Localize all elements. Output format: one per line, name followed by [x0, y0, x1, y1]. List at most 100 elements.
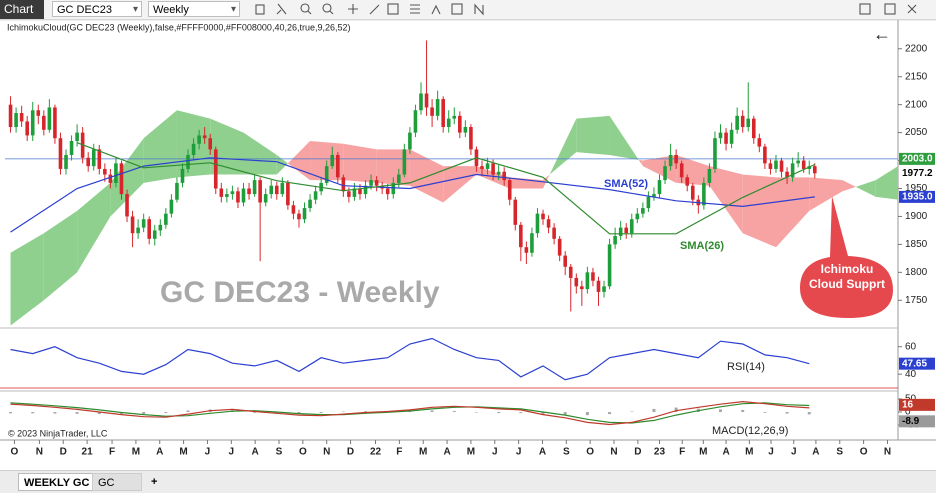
x-tick-label: A [812, 447, 819, 458]
candle-body [480, 166, 484, 169]
x-tick-label: M [745, 447, 753, 458]
candle-body [513, 199, 518, 225]
macd-histogram-bar [319, 412, 323, 414]
candle-body [136, 227, 140, 234]
icon-zoom-out[interactable] [322, 3, 332, 13]
candle-body [141, 219, 146, 228]
chart-tab[interactable]: Chart [0, 0, 44, 19]
y-tick-label: 1800 [905, 267, 928, 278]
series-label: SMA(26) [680, 240, 724, 252]
x-tick-label: D [634, 447, 641, 458]
candle-body [580, 286, 584, 290]
cloud-segment [842, 180, 856, 192]
candle-body [103, 168, 107, 175]
icon-bars[interactable] [255, 4, 265, 15]
icon-window[interactable] [387, 3, 399, 15]
cloud-segment [855, 180, 876, 197]
macd-line [10, 400, 810, 426]
x-tick-label: J [205, 447, 211, 458]
candle-body [53, 107, 57, 139]
cloud-segment [549, 118, 577, 175]
x-tick-label: N [884, 447, 891, 458]
candle-body [330, 154, 335, 167]
candle-body [469, 127, 473, 150]
candle-body [663, 166, 667, 181]
candle-body [430, 107, 434, 116]
candle-body [674, 154, 678, 164]
instrument-select[interactable]: GC DEC23 [52, 1, 142, 18]
icon-list[interactable] [410, 4, 420, 14]
candle-body [657, 180, 662, 195]
candle-body [774, 160, 778, 169]
cloud-segment [676, 154, 710, 186]
candle-body [763, 146, 767, 164]
cloud-segment [642, 154, 677, 183]
candle-body [441, 99, 445, 128]
candle-body [408, 132, 412, 150]
icon-minimize[interactable] [859, 3, 871, 15]
interval-select[interactable]: Weekly [148, 1, 240, 18]
candle-body [152, 230, 157, 239]
candle-body [530, 233, 534, 253]
icon-close[interactable] [907, 4, 917, 14]
candle-body [607, 244, 612, 287]
x-tick-label: A [443, 447, 450, 458]
icon-line[interactable] [369, 4, 380, 15]
candle-body [652, 194, 656, 197]
candle-body [718, 132, 723, 139]
candle-body [213, 149, 218, 189]
value-label-bg [899, 152, 935, 165]
candle-body [374, 180, 379, 186]
tab[interactable]: GC [92, 473, 142, 491]
icon-maximize[interactable] [884, 3, 896, 15]
cloud-segment [576, 115, 610, 155]
candle-body [308, 199, 312, 209]
candle-body [724, 132, 728, 144]
candle-body [75, 132, 79, 141]
cloud-segment [376, 149, 410, 186]
candle-body [219, 188, 224, 197]
candle-body [247, 188, 251, 195]
x-tick-label: J [229, 447, 235, 458]
icon-fib[interactable] [431, 4, 441, 15]
candle-body [546, 219, 551, 228]
scroll-arrow[interactable]: ← [873, 24, 891, 44]
candle-body [369, 180, 373, 186]
icon-crosshair[interactable] [348, 4, 358, 14]
candle-body [47, 107, 52, 130]
add-tab[interactable]: + [151, 476, 158, 488]
y-tick-label: 1900 [905, 211, 928, 222]
icon-zoom-in[interactable] [300, 3, 310, 13]
candle-body [463, 127, 468, 133]
indicator-title: IchimokuCloud(GC DEC23 (Weekly),false,#F… [7, 22, 351, 32]
candle-body [574, 277, 579, 287]
candle-body [413, 110, 418, 133]
candle-body [30, 110, 35, 136]
candle-body [635, 213, 640, 220]
y-tick-label: 1950 [905, 183, 928, 194]
candle-body [552, 227, 556, 239]
x-tick-label: 21 [82, 447, 94, 458]
candle-body [591, 272, 595, 281]
candle-body [158, 224, 163, 231]
icon-template[interactable] [451, 3, 463, 15]
icon-draw[interactable] [276, 3, 287, 15]
macd-histogram-bar [341, 411, 345, 413]
macd-histogram-bar [474, 412, 478, 413]
tab[interactable]: WEEKLY GC [18, 473, 96, 491]
candle-body [186, 154, 190, 169]
x-tick-label: D [60, 447, 67, 458]
candle-body [130, 216, 135, 234]
icon-indicator[interactable] [474, 3, 484, 16]
watermark: GC DEC23 - Weekly [160, 276, 440, 309]
sma-line [76, 142, 816, 235]
macd-histogram-bar [608, 412, 612, 415]
candle-body [341, 177, 346, 192]
candle-body [125, 194, 129, 217]
x-tick-label: O [11, 447, 19, 458]
value-label: 2003.0 [902, 154, 933, 165]
macd-histogram-bar [297, 412, 301, 414]
candle-body [458, 115, 462, 133]
macd-histogram-bar [807, 412, 811, 415]
cloud-segment [775, 177, 810, 248]
